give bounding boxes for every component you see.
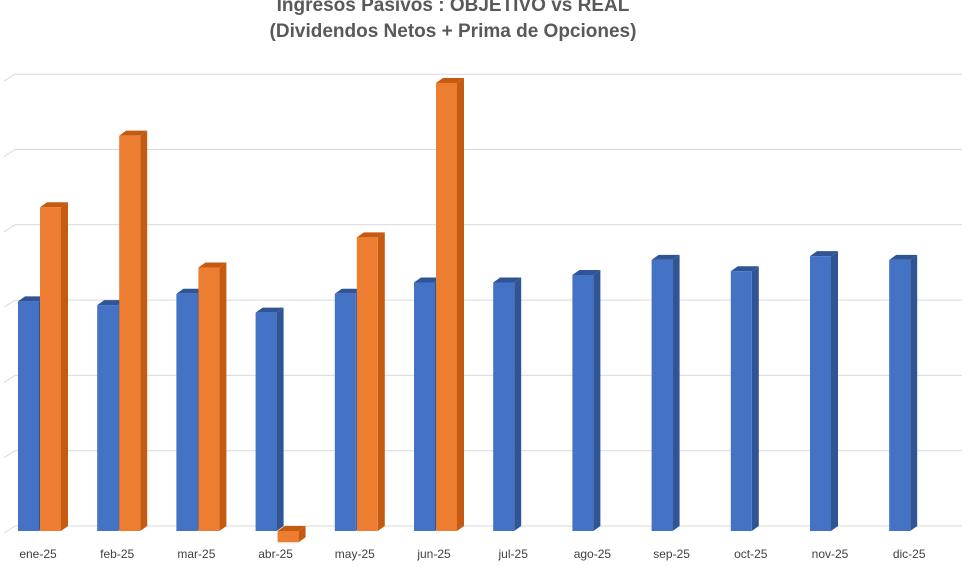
bar-front (176, 293, 198, 531)
bar-side (298, 526, 306, 543)
x-tick-label: ene-25 (19, 547, 57, 561)
bar-front (119, 135, 141, 532)
bar-front (414, 282, 435, 531)
bar-front (198, 267, 220, 531)
bars (18, 77, 918, 543)
bar-front (334, 293, 356, 531)
bar-side (751, 266, 759, 531)
x-tick-label: jul-25 (498, 547, 529, 561)
bar-front (889, 259, 911, 531)
bar-top (40, 202, 68, 208)
x-tick-label: sep-25 (653, 547, 690, 561)
bar-series-2 (277, 526, 306, 543)
bar-series-1 (651, 254, 680, 532)
bar-front (356, 237, 378, 531)
bar-front (572, 274, 594, 531)
bar-top (414, 277, 442, 283)
gridline-depth (3, 450, 16, 459)
gridline-depth (3, 224, 16, 233)
gridlines (3, 73, 962, 534)
bar-front (810, 256, 831, 531)
bar-front (651, 259, 673, 531)
bar-top (176, 288, 205, 294)
x-tick-label: mar-25 (177, 547, 215, 561)
bar-top (436, 77, 464, 83)
bar-side (457, 77, 464, 531)
bar-top (572, 269, 601, 275)
bar-series-2 (40, 202, 68, 531)
bar-series-1 (493, 277, 522, 531)
bar-front (18, 301, 39, 531)
bar-top (651, 254, 680, 260)
bar-top (356, 232, 385, 238)
gridline-depth (3, 73, 16, 82)
bar-series-1 (889, 254, 918, 532)
bar-series-2 (119, 130, 148, 532)
bar-top (277, 526, 306, 531)
x-tick-label: feb-25 (100, 547, 134, 561)
bar-top (493, 277, 522, 283)
bar-series-2 (436, 77, 464, 531)
gridline-depth (3, 299, 16, 308)
bar-top (889, 254, 918, 260)
bar-top (334, 288, 363, 294)
x-tick-label: dic-25 (893, 547, 926, 561)
bar-series-2 (356, 232, 385, 531)
bar-front (277, 531, 299, 543)
bar-top (730, 266, 759, 272)
x-tick-label: may-25 (335, 547, 375, 561)
bar-side (910, 254, 918, 532)
bar-series-1 (572, 269, 601, 531)
x-tick-label: abr-25 (258, 547, 293, 561)
bar-front (493, 282, 515, 531)
bar-top (97, 300, 126, 306)
bar-front (436, 82, 457, 531)
bar-top (255, 307, 284, 313)
bar-top (810, 251, 838, 257)
bar-side (219, 262, 227, 531)
x-axis-labels: ene-25 feb-25 mar-25 abr-25 may-25 jun-25 jul-… (19, 547, 926, 561)
chart-subtitle: (Dividendos Netos + Prima de Opciones) (269, 21, 637, 42)
chart-title: Ingresos Pasivos : OBJETIVO vs REAL (276, 0, 630, 16)
bar-side (61, 202, 68, 531)
bar-front (97, 305, 119, 531)
x-tick-label: ago-25 (574, 547, 612, 561)
bar-side (514, 277, 522, 531)
bar-side (377, 232, 385, 531)
bar-front (255, 312, 277, 531)
bar-side (140, 130, 148, 532)
bar-series-2 (198, 262, 227, 531)
bar-side (672, 254, 680, 532)
bar-top (18, 296, 46, 302)
gridline-depth (3, 374, 16, 383)
bar-front (730, 271, 752, 531)
x-tick-label: nov-25 (812, 547, 849, 561)
bar-series-1 (255, 307, 284, 531)
x-tick-label: oct-25 (734, 547, 768, 561)
bar-side (276, 307, 284, 531)
bar-side (593, 269, 601, 531)
bar-series-1 (810, 251, 838, 531)
bar-top (198, 262, 227, 268)
bar-series-1 (730, 266, 759, 531)
x-tick-label: jun-25 (416, 547, 451, 561)
bar-top (119, 130, 148, 136)
gridline-depth (3, 525, 16, 534)
bar-front (40, 207, 61, 531)
gridline-depth (3, 149, 16, 157)
bar-side (831, 251, 838, 531)
